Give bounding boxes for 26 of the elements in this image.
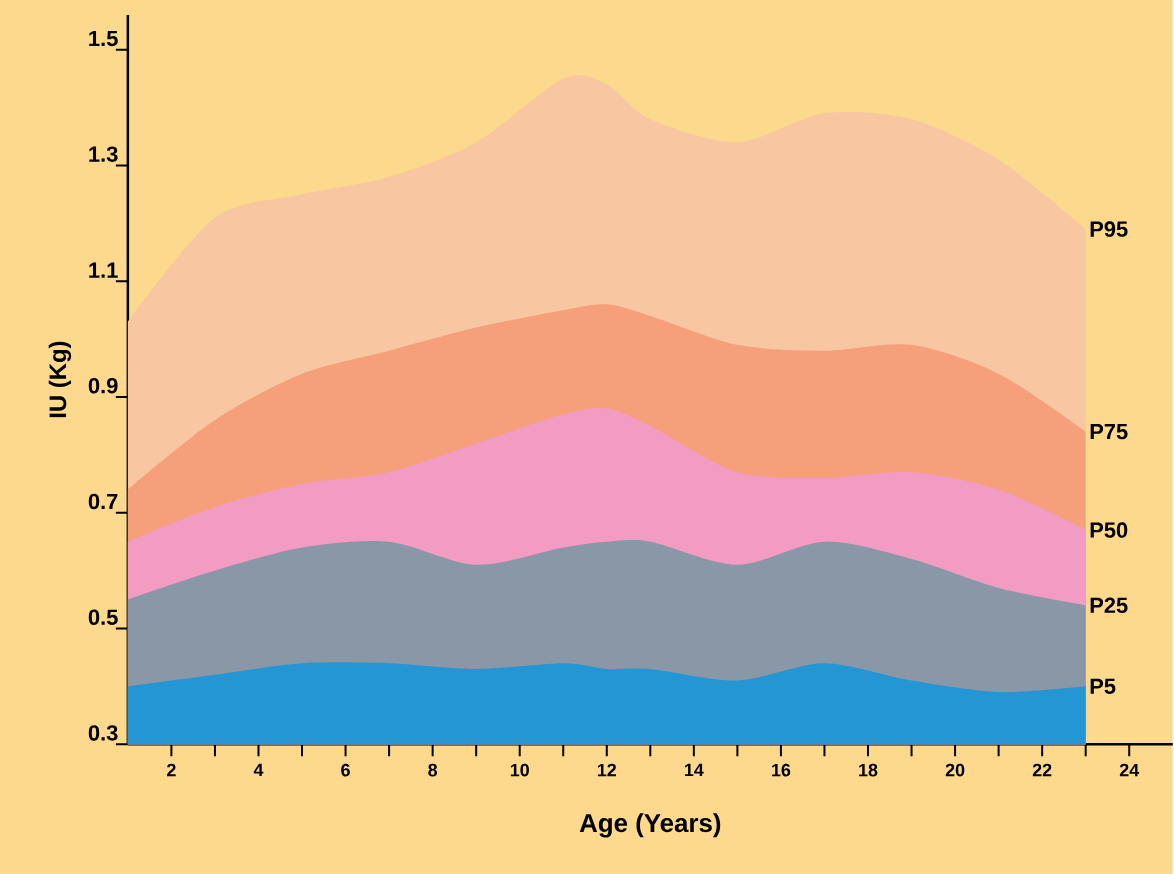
x-tick-label: 16 — [772, 763, 791, 777]
x-tick-label: 22 — [1032, 763, 1052, 777]
y-tick-label: 1.5 — [89, 30, 118, 47]
x-tick-label: 18 — [859, 763, 878, 777]
x-tick-label: 10 — [510, 763, 529, 777]
y-axis-title: IU (Kg) — [48, 341, 72, 418]
y-tick-label: 0.9 — [88, 377, 118, 394]
y-tick-label: 1.3 — [89, 146, 118, 162]
x-tick-label: 8 — [428, 763, 438, 777]
x-tick-label: 14 — [685, 763, 704, 776]
y-tick-label: 0.5 — [88, 609, 118, 625]
series-label: P75 — [1090, 424, 1128, 440]
series-label: P50 — [1090, 522, 1128, 538]
series-label: P25 — [1090, 597, 1128, 614]
x-tick-label: 6 — [341, 763, 350, 777]
y-tick-label: 0.7 — [88, 493, 118, 510]
series-label: P95 — [1090, 221, 1128, 237]
x-tick-label: 24 — [1119, 763, 1140, 777]
y-tick-label: 0.3 — [88, 725, 118, 741]
x-tick-label: 12 — [597, 763, 617, 777]
x-tick-label: 20 — [945, 763, 965, 777]
y-tick-label: 1.1 — [89, 262, 118, 278]
x-axis-title: Age (Years) — [579, 813, 721, 838]
x-tick-label: 2 — [167, 763, 176, 777]
x-tick-label: 4 — [253, 763, 264, 776]
series-label: P5 — [1090, 678, 1116, 694]
